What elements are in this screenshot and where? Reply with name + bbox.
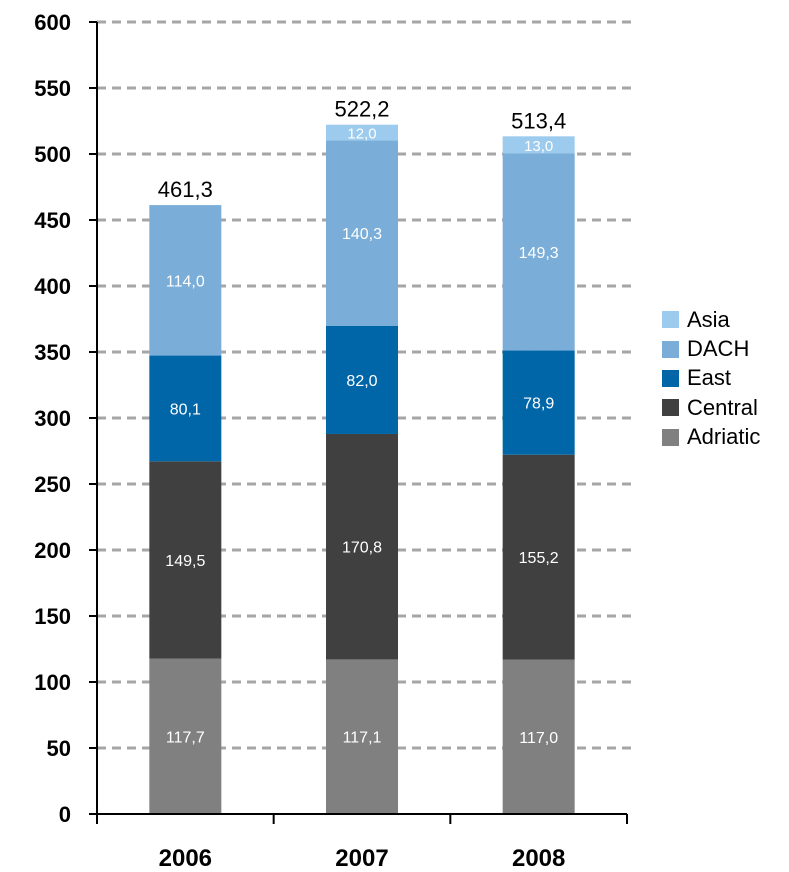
- data-label-central: 155,2: [519, 550, 559, 567]
- y-tick-label: 350: [34, 340, 71, 365]
- bar-segment-east: [326, 325, 398, 434]
- legend-label: East: [687, 365, 732, 391]
- y-tick-label: 500: [34, 142, 71, 167]
- legend-item-adriatic: Adriatic: [662, 423, 760, 452]
- data-label-central: 149,5: [165, 553, 205, 570]
- x-tick-label: 2008: [512, 845, 565, 872]
- bar-segment-east: [149, 355, 222, 462]
- y-tick-label: 50: [47, 736, 71, 761]
- y-tick-label: 200: [34, 538, 71, 563]
- legend-item-central: Central: [662, 393, 760, 422]
- data-label-dach: 114,0: [166, 273, 205, 290]
- bar-segment-central: [149, 461, 222, 659]
- x-tick-label: 2007: [335, 845, 388, 872]
- bar-segment-adriatic: [502, 659, 575, 814]
- bar-segment-central: [326, 433, 398, 660]
- legend-item-asia: Asia: [662, 305, 760, 334]
- data-labels: 117,7 149,5 80,1 114,0 461,3 117,1 170,8 82,0 14…: [158, 97, 566, 747]
- legend-item-east: East: [662, 364, 760, 393]
- y-tick-label: 100: [34, 670, 71, 695]
- total-label: 461,3: [158, 177, 213, 202]
- data-label-adriatic: 117,7: [166, 729, 205, 746]
- data-label-asia: 13,0: [524, 138, 553, 155]
- data-label-east: 78,9: [523, 396, 554, 413]
- legend-swatch: [662, 428, 679, 446]
- legend-label: Asia: [687, 306, 730, 332]
- bar-segment-adriatic: [326, 659, 398, 814]
- bar-segment-adriatic: [149, 658, 222, 814]
- total-label: 522,2: [334, 97, 389, 122]
- legend-swatch: [662, 311, 679, 329]
- y-tick-label: 250: [34, 472, 71, 497]
- data-label-asia: 12,0: [347, 126, 376, 143]
- bar-segment-dach: [326, 140, 398, 326]
- data-label-adriatic: 117,0: [519, 730, 558, 747]
- legend-swatch: [662, 399, 679, 417]
- legend-label: Adriatic: [687, 424, 761, 450]
- total-label: 513,4: [511, 108, 566, 133]
- bar-segments: [149, 124, 575, 814]
- legend-swatch: [662, 340, 679, 358]
- axes: 0 50 100 150 200 250 300 350 400 450 500 550 600 2006…: [34, 10, 628, 872]
- legend-item-dach: DACH: [662, 334, 760, 363]
- data-label-east: 82,0: [346, 373, 377, 390]
- y-tick-label: 600: [34, 10, 71, 35]
- bar-segment-asia: [326, 124, 398, 141]
- legend-label: Central: [687, 394, 758, 420]
- data-label-central: 170,8: [342, 540, 382, 557]
- legend: Asia DACH East Central Adriatic: [662, 305, 760, 452]
- legend-label: DACH: [687, 336, 750, 362]
- y-tick-label: 300: [34, 406, 71, 431]
- y-tick-label: 550: [34, 76, 71, 101]
- bar-segment-east: [502, 350, 575, 455]
- bar-segment-central: [502, 454, 575, 660]
- y-tick-label: 150: [34, 604, 71, 629]
- y-tick-label: 0: [59, 802, 71, 827]
- bar-segment-dach: [502, 153, 575, 351]
- y-tick-label: 400: [34, 274, 71, 299]
- data-label-dach: 140,3: [342, 226, 382, 243]
- legend-swatch: [662, 369, 679, 387]
- data-label-dach: 149,3: [519, 245, 559, 262]
- y-tick-label: 450: [34, 208, 71, 233]
- data-label-east: 80,1: [170, 401, 201, 418]
- bar-segment-asia: [502, 136, 575, 154]
- data-label-adriatic: 117,1: [343, 730, 382, 747]
- x-tick-label: 2006: [159, 845, 212, 872]
- bar-segment-dach: [149, 205, 222, 356]
